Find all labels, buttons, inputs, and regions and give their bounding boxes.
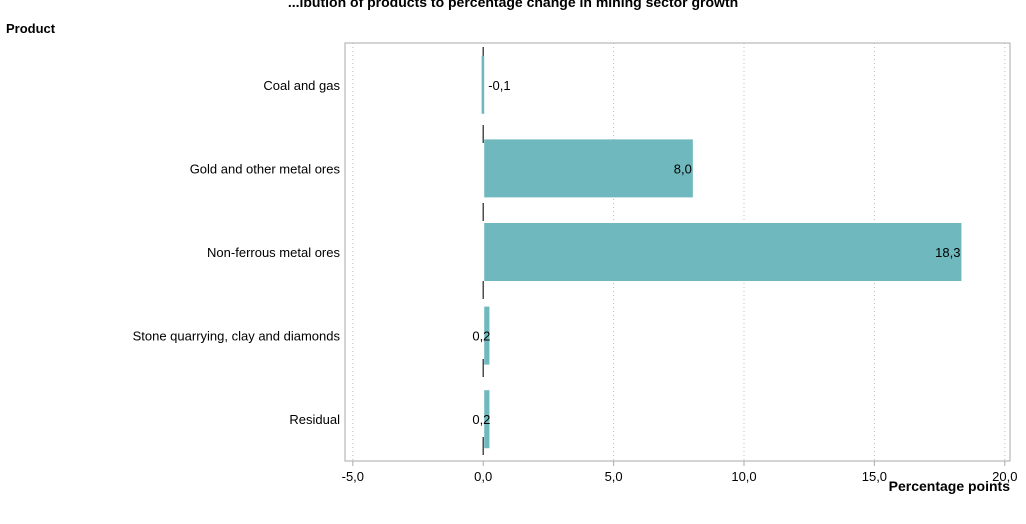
x-tick-label: 10,0 (731, 469, 756, 484)
bar (484, 306, 490, 365)
value-label: 8,0 (674, 161, 692, 176)
y-axis-title: Product (6, 21, 56, 36)
x-tick-label: 20,0 (992, 469, 1017, 484)
bar (481, 55, 485, 114)
gridlines (352, 43, 1006, 461)
category-label: Coal and gas (263, 78, 340, 93)
value-label: 0,2 (472, 329, 490, 344)
value-label: 18,3 (935, 245, 960, 260)
x-axis-title: Percentage points (888, 478, 1010, 494)
bar (484, 139, 693, 198)
x-tick-label: 0,0 (474, 469, 492, 484)
category-label: Gold and other metal ores (190, 161, 341, 176)
value-label: -0,1 (488, 78, 510, 93)
bar (484, 390, 490, 449)
category-label: Stone quarrying, clay and diamonds (133, 329, 341, 344)
plot-frame (344, 42, 1011, 462)
x-tick-label: 15,0 (862, 469, 887, 484)
category-label: Residual (289, 412, 340, 427)
bar (484, 223, 962, 281)
chart-title: ...ibution of products to percentage cha… (287, 0, 739, 10)
x-tick-label: -5,0 (342, 469, 364, 484)
x-tick-label: 5,0 (605, 469, 623, 484)
category-label: Non-ferrous metal ores (207, 245, 340, 260)
bars (481, 55, 962, 449)
value-labels: -0,1 8,0 18,3 0,2 0,2 (472, 78, 960, 427)
x-tick-labels: -5,0 0,0 5,0 10,0 15,0 20,0 (342, 461, 1017, 484)
category-labels: Coal and gas Gold and other metal ores Non… (133, 78, 341, 427)
value-label: 0,2 (472, 412, 490, 427)
